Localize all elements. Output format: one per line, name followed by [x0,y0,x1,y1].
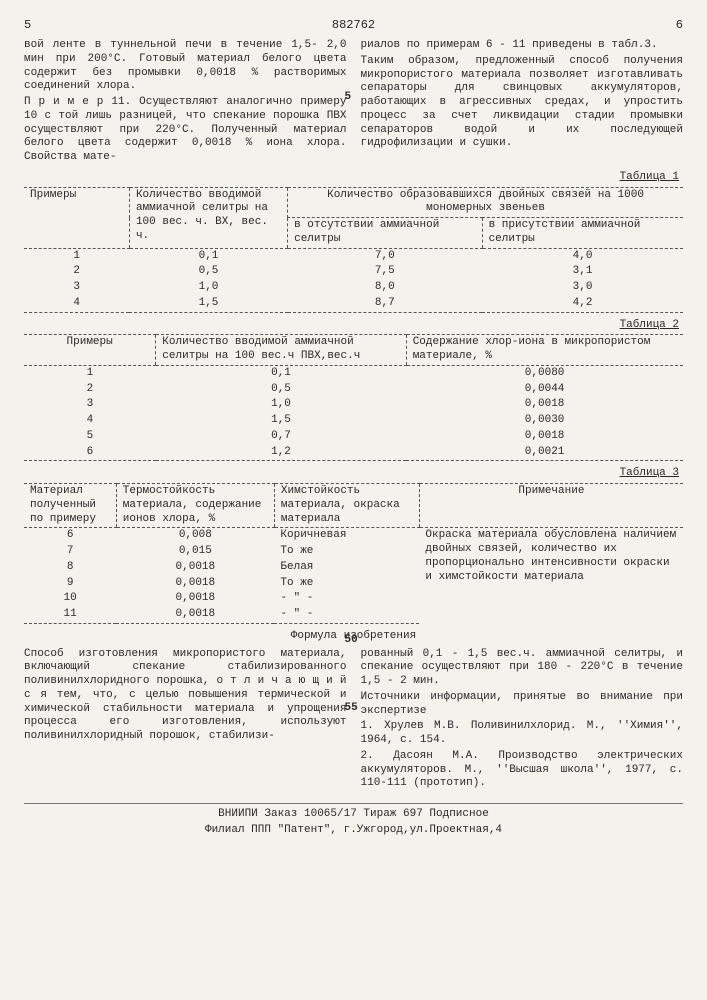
page-header: 5 882762 6 [24,18,683,33]
table3-label: Таблица 3 [24,467,679,481]
table-row: 6 [24,445,156,461]
line-marker-55: 55 [345,702,358,716]
formula-right-p2: Источники информации, принятые во вниман… [361,691,684,719]
table2-label: Таблица 2 [24,319,679,333]
page-left: 5 [24,18,31,33]
table-row: 5 [24,429,156,445]
formula-right: 50 55 рованный 0,1 - 1,5 вес.ч. аммиачно… [361,648,684,794]
table-row: 2 [24,382,156,398]
table1: Примеры Количество вводимой аммиачной се… [24,187,683,313]
t2-h2: Количество вводимой аммиачной селитры на… [156,335,406,366]
right-p2: Таким образом, предложенный способ получ… [361,55,684,151]
table1-label: Таблица 1 [24,171,679,185]
left-column: вой ленте в туннельной печи в течение 1,… [24,39,347,167]
line-marker-50: 50 [345,634,358,648]
page-right: 6 [676,18,683,33]
t1-sub-a: в отсутствии аммиачной селитры [288,218,482,249]
right-p1: риалов по примерам 6 - 11 приведены в та… [361,39,684,53]
formula-right-p4: 2. Дасоян М.А. Производство электрически… [361,750,684,791]
left-p1: вой ленте в туннельной печи в течение 1,… [24,39,347,94]
formula-left-text: Способ изготовления микропористого матер… [24,648,347,744]
table-row: 1 [24,365,156,381]
table-row: 7 [24,544,116,560]
footer-line2: Филиал ППП "Патент", г.Ужгород,ул.Проект… [24,824,683,838]
table-row: 8 [24,560,116,576]
t3-h3: Химстойкость материала, окраска материал… [274,484,419,528]
table2: Примеры Количество вводимой аммиачной се… [24,334,683,461]
formula-left: Способ изготовления микропористого матер… [24,648,347,794]
t1-h1: Примеры [24,187,129,248]
table-row: 10 [24,591,116,607]
t1-h3: Количество образовавшихся двойных связей… [288,187,683,218]
formula-right-p3: 1. Хрулев М.В. Поливинилхлорид. М., ''Хи… [361,720,684,748]
table-row: 11 [24,607,116,623]
right-column: 5 риалов по примерам 6 - 11 приведены в … [361,39,684,167]
table-row: 4 [24,413,156,429]
t2-h1: Примеры [24,335,156,366]
table-row: 6 [24,528,116,544]
t3-h4: Примечание [419,484,683,528]
formula-columns: Способ изготовления микропористого матер… [24,648,683,794]
t3-note: Окраска материала обусловлена наличием д… [419,528,683,624]
table3: Материал полученный по примеру Термостой… [24,483,683,624]
formula-right-p1: рованный 0,1 - 1,5 вес.ч. аммиачной сели… [361,648,684,689]
t3-h2: Термостойкость материала, содержание ион… [116,484,274,528]
table-row: 3 [24,397,156,413]
line-marker-5: 5 [345,91,352,105]
t1-h2: Количество вводимой аммиачной селитры на… [129,187,287,248]
table-row: 3 [24,280,129,296]
t2-h3: Содержание хлор-иона в микропористом мат… [406,335,683,366]
table-row: 1 [24,248,129,264]
footer-line1: ВНИИПИ Заказ 10065/17 Тираж 697 Подписно… [24,803,683,822]
left-p2: П р и м е р 11. Осуществляют аналогично … [24,96,347,165]
top-text-columns: вой ленте в туннельной печи в течение 1,… [24,39,683,167]
table-row: 4 [24,296,129,312]
doc-number: 882762 [31,18,676,33]
t3-h1: Материал полученный по примеру [24,484,116,528]
table-row: 2 [24,264,129,280]
t1-sub-b: в присутствии аммиачной селитры [482,218,683,249]
table-row: 9 [24,576,116,592]
